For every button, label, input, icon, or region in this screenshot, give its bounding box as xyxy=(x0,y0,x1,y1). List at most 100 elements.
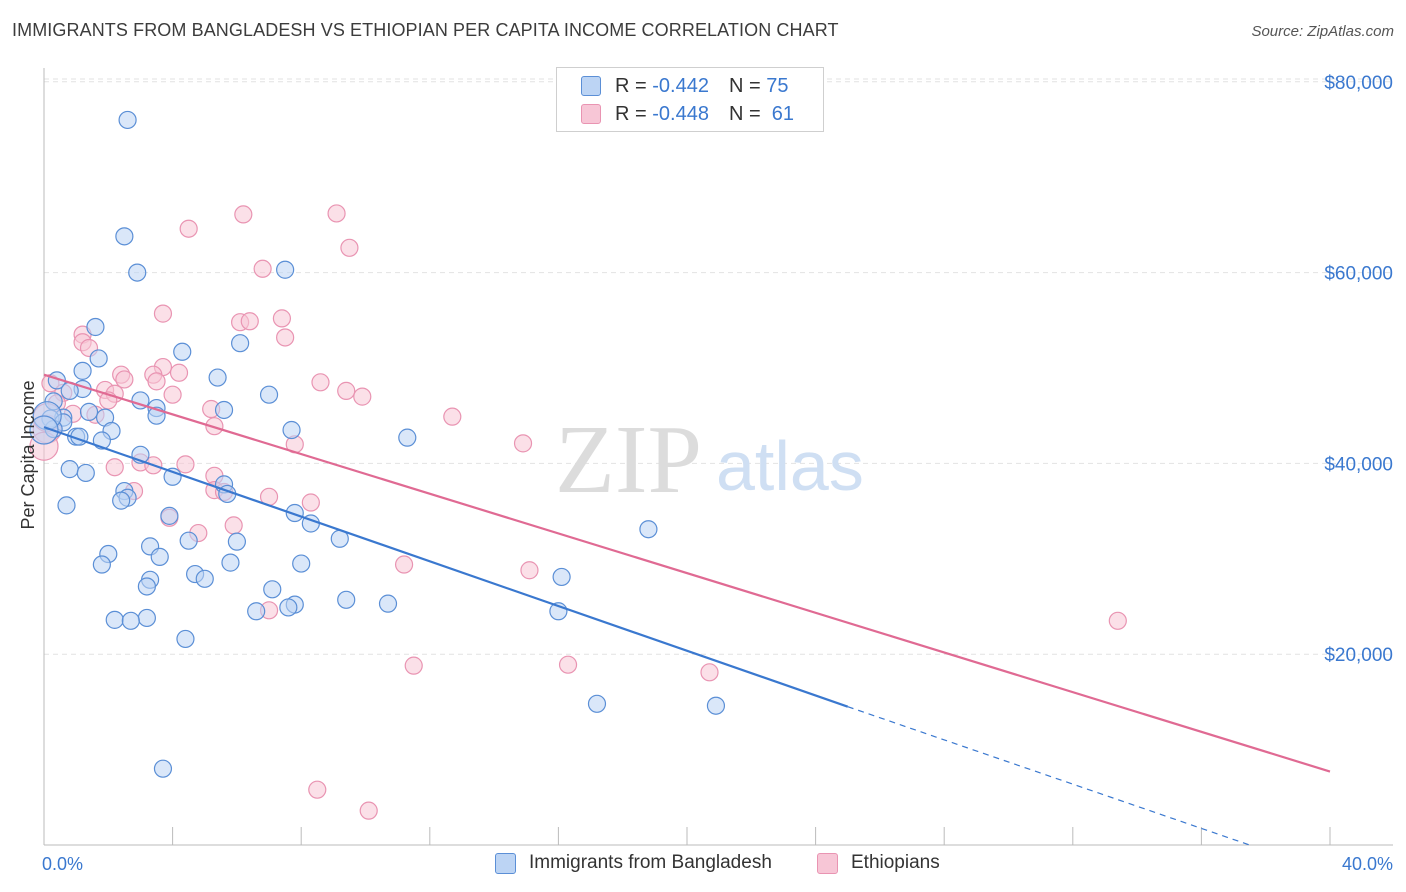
point-ethiopians xyxy=(700,663,719,682)
point-ethiopians xyxy=(558,655,578,674)
chart-title: IMMIGRANTS FROM BANGLADESH VS ETHIOPIAN … xyxy=(12,20,839,40)
point-ethiopians xyxy=(272,309,292,328)
point-bangladesh xyxy=(73,361,92,380)
point-bangladesh xyxy=(587,694,607,713)
legend-r-label: R = xyxy=(615,102,647,125)
point-ethiopians xyxy=(115,370,134,389)
correlation-legend: R = -0.442 N = 75 R = -0.448 N = 61 xyxy=(556,67,824,132)
point-bangladesh xyxy=(128,263,147,282)
point-ethiopians xyxy=(276,328,295,347)
legend-r-label: R = xyxy=(615,74,647,97)
point-bangladesh xyxy=(105,610,124,629)
point-ethiopians xyxy=(443,407,462,426)
point-bangladesh xyxy=(160,506,179,525)
point-bangladesh xyxy=(76,463,95,483)
legend-row-ethiopians: R = -0.448 N = 61 xyxy=(581,101,794,127)
point-bangladesh xyxy=(112,491,131,510)
point-bangladesh xyxy=(60,460,79,479)
point-ethiopians xyxy=(169,363,189,382)
point-ethiopians xyxy=(163,385,182,404)
point-bangladesh xyxy=(247,602,266,621)
point-bangladesh xyxy=(29,415,59,445)
y-tick-label: $40,000 xyxy=(1324,454,1393,475)
point-bangladesh xyxy=(227,532,246,551)
point-bangladesh xyxy=(276,260,295,279)
point-bangladesh xyxy=(378,594,398,613)
point-bangladesh xyxy=(173,342,192,361)
point-bangladesh xyxy=(89,349,108,368)
point-bangladesh xyxy=(176,629,195,649)
series-bangladesh xyxy=(29,110,726,778)
y-tick-label: $80,000 xyxy=(1324,73,1393,94)
legend-n-value: 75 xyxy=(766,74,789,97)
bottom-legend-bangladesh: Immigrants from Bangladesh xyxy=(495,852,772,874)
bottom-legend-swatch-pink xyxy=(817,852,838,874)
point-ethiopians xyxy=(224,516,243,535)
point-ethiopians xyxy=(513,434,533,453)
point-bangladesh xyxy=(179,531,198,550)
y-axis-label: Per Capita Income xyxy=(18,380,38,529)
point-bangladesh xyxy=(118,110,137,130)
point-bangladesh xyxy=(86,317,105,337)
point-bangladesh xyxy=(337,590,356,609)
point-bangladesh xyxy=(137,608,156,628)
point-bangladesh xyxy=(552,567,571,587)
point-bangladesh xyxy=(121,611,140,630)
point-bangladesh xyxy=(153,759,173,778)
legend-row-bangladesh: R = -0.442 N = 75 xyxy=(581,73,788,99)
point-ethiopians xyxy=(404,656,423,675)
trend-line-ethiopians xyxy=(43,373,1331,773)
grid-lines xyxy=(44,78,1393,655)
legend-r-value: -0.448 xyxy=(652,102,709,125)
bottom-legend-label: Ethiopians xyxy=(851,852,940,873)
point-ethiopians xyxy=(147,372,166,391)
y-tick-label: $60,000 xyxy=(1324,264,1393,285)
point-bangladesh xyxy=(57,496,76,515)
point-ethiopians xyxy=(308,780,327,799)
point-ethiopians xyxy=(240,312,259,331)
point-ethiopians xyxy=(340,238,359,257)
trend-line-bangladesh-extension xyxy=(847,706,1250,846)
legend-n-label: N = xyxy=(728,74,761,97)
point-ethiopians xyxy=(327,204,346,223)
point-bangladesh xyxy=(115,227,134,246)
point-ethiopians xyxy=(234,205,253,224)
point-bangladesh xyxy=(221,553,240,572)
point-bangladesh xyxy=(214,400,234,420)
point-bangladesh xyxy=(279,598,298,617)
chart-source: Source: ZipAtlas.com xyxy=(1251,23,1394,40)
point-ethiopians xyxy=(520,561,539,580)
point-bangladesh xyxy=(263,580,282,599)
point-ethiopians xyxy=(253,259,272,278)
point-bangladesh xyxy=(639,520,658,539)
legend-swatch-pink xyxy=(581,104,601,124)
point-bangladesh xyxy=(292,554,311,573)
point-bangladesh xyxy=(282,420,301,440)
x-tick-label-min: 0.0% xyxy=(42,854,83,874)
point-ethiopians xyxy=(105,458,124,477)
y-tick-label: $20,000 xyxy=(1324,645,1393,666)
bottom-legend-ethiopians: Ethiopians xyxy=(817,852,940,874)
point-bangladesh xyxy=(79,402,99,421)
point-ethiopians xyxy=(353,387,372,406)
point-ethiopians xyxy=(179,219,198,238)
bottom-legend-swatch-blue xyxy=(495,852,516,874)
legend-r-value: -0.442 xyxy=(652,74,709,97)
point-bangladesh xyxy=(231,334,250,353)
trend-lines xyxy=(43,373,1331,846)
point-bangladesh xyxy=(150,547,169,566)
point-ethiopians xyxy=(301,493,320,512)
point-bangladesh xyxy=(137,577,156,596)
bottom-legend-label: Immigrants from Bangladesh xyxy=(529,852,772,873)
point-bangladesh xyxy=(92,555,111,574)
y-tick-labels: $20,000 $40,000 $60,000 $80,000 xyxy=(1324,73,1393,666)
x-tick-label-max: 40.0% xyxy=(1342,854,1393,874)
point-ethiopians xyxy=(311,373,330,392)
point-bangladesh xyxy=(398,428,417,447)
legend-n-label: N = xyxy=(728,102,761,125)
watermark-atlas: atlas xyxy=(716,427,864,505)
point-bangladesh xyxy=(259,385,279,404)
watermark-zip: ZIP xyxy=(555,406,702,514)
point-ethiopians xyxy=(337,381,356,400)
